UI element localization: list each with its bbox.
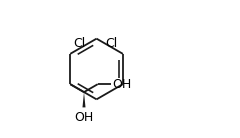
Text: OH: OH: [74, 111, 94, 124]
Polygon shape: [83, 92, 85, 107]
Text: Cl: Cl: [105, 37, 117, 50]
Text: OH: OH: [113, 78, 132, 91]
Text: Cl: Cl: [73, 37, 85, 50]
